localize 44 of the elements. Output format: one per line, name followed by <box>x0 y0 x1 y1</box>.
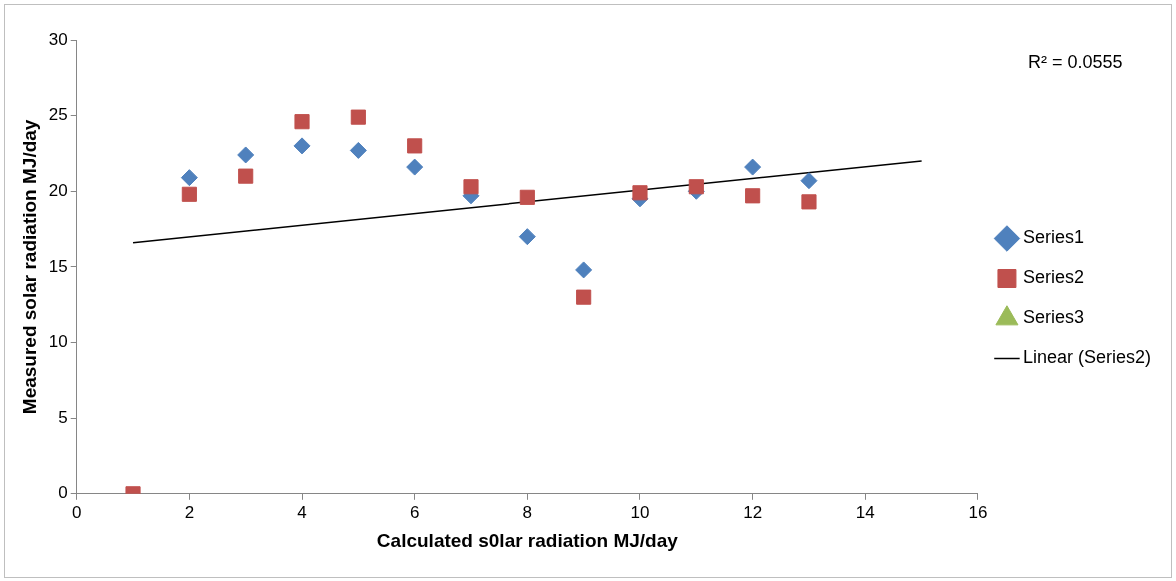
legend-label: Series1 <box>1022 227 1084 248</box>
x-tick-label: 10 <box>630 502 650 522</box>
point <box>801 194 817 210</box>
y-tick-label: 10 <box>48 332 68 352</box>
point <box>576 289 592 305</box>
point <box>293 137 311 155</box>
point <box>745 188 761 204</box>
point <box>406 158 424 176</box>
point <box>238 168 254 184</box>
legend-label: Series2 <box>1022 267 1084 288</box>
point <box>349 141 367 159</box>
point <box>632 185 648 201</box>
point <box>407 138 423 154</box>
x-tick-label: 6 <box>409 502 420 522</box>
y-tick-label: 0 <box>58 483 68 503</box>
y-axis-title: Measured solar radiation MJ/day <box>18 119 40 415</box>
point <box>575 261 593 279</box>
y-tick-label: 20 <box>48 180 68 200</box>
x-tick-label: 8 <box>522 502 533 522</box>
point <box>519 189 535 205</box>
y-tick-label: 5 <box>58 407 68 427</box>
point <box>237 146 255 164</box>
y-tick-label: 25 <box>48 105 68 125</box>
x-tick-label: 2 <box>184 502 195 522</box>
legend-label: Linear (Series2) <box>1022 347 1152 368</box>
point <box>294 114 310 130</box>
point <box>181 186 197 202</box>
x-tick-label: 12 <box>743 502 763 522</box>
point <box>744 158 762 176</box>
text: R² = 0.0555 <box>1027 51 1123 72</box>
y-tick-label: 15 <box>48 256 68 276</box>
point <box>463 179 479 195</box>
x-axis-title: Calculated s0lar radiation MJ/day <box>376 529 679 551</box>
x-tick-label: 16 <box>968 502 988 522</box>
legend-label: Series3 <box>1022 307 1084 328</box>
point <box>518 228 536 246</box>
point <box>688 179 704 195</box>
x-tick-label: 4 <box>297 502 307 522</box>
x-tick-label: 14 <box>855 502 875 522</box>
point <box>350 109 366 125</box>
point <box>800 172 818 190</box>
x-tick-label: 0 <box>71 502 82 522</box>
point <box>180 169 198 187</box>
y-tick-label: 30 <box>48 29 68 49</box>
